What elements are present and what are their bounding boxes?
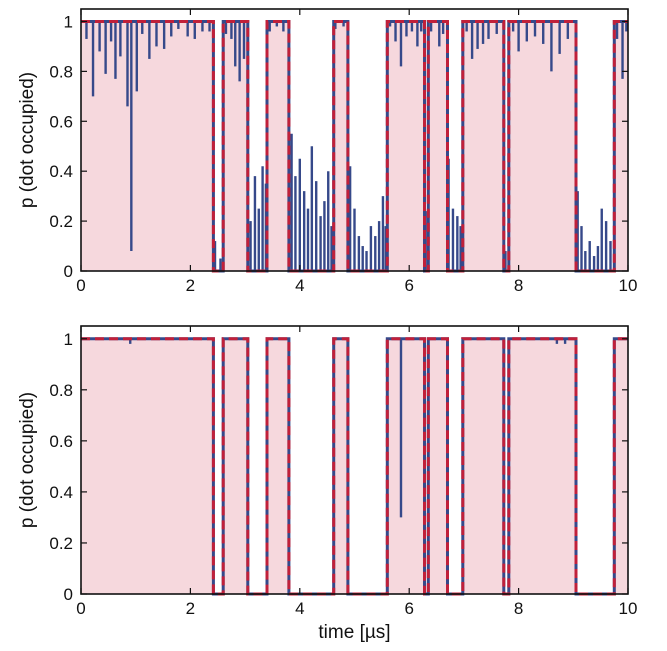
y-tick-label: 0.4 <box>49 162 73 181</box>
plot-frame <box>80 8 629 272</box>
occupied-region <box>614 338 628 594</box>
y-tick-label: 0.6 <box>49 112 73 131</box>
y-tick-label: 0 <box>64 262 73 281</box>
x-tick-label: 8 <box>514 599 523 618</box>
x-tick-label: 6 <box>404 276 413 295</box>
occupied-region <box>508 338 577 594</box>
bottom-panel: 0 2 4 6 8 10 0 0.2 0.4 0.6 0.8 1 p (dot occupied) tim… <box>17 325 638 643</box>
x-tick-label: 2 <box>186 276 195 295</box>
x-tick-label: 0 <box>76 276 85 295</box>
occupied-region <box>266 21 289 271</box>
occupied-region <box>462 21 504 271</box>
occupied-region <box>223 338 248 594</box>
y-tick-label: 0.8 <box>49 62 73 81</box>
x-axis-label: time [µs] <box>318 622 390 643</box>
y-axis-label: p (dot occupied) <box>17 392 38 528</box>
occupied-region <box>333 21 348 271</box>
y-tick-label: 0.4 <box>49 483 73 502</box>
y-tick-label: 0.6 <box>49 432 73 451</box>
x-tick-label: 2 <box>186 599 195 618</box>
y-tick-label: 1 <box>64 330 73 349</box>
y-axis-label: p (dot occupied) <box>17 72 38 208</box>
top-panel: 0 2 4 6 8 10 0 0.2 0.4 0.6 0.8 1 p (dot occupied) <box>17 8 638 295</box>
x-tick-label: 6 <box>404 599 413 618</box>
threshold-line <box>81 337 628 596</box>
occupied-region <box>266 338 289 594</box>
occupied-region <box>428 21 448 271</box>
x-tick-label: 10 <box>619 276 638 295</box>
y-tick-label: 0.8 <box>49 381 73 400</box>
x-tick-label: 4 <box>295 276 304 295</box>
occupied-region <box>387 21 425 271</box>
occupied-region <box>81 338 214 594</box>
y-tick-label: 0 <box>64 585 73 604</box>
occupied-region <box>333 338 348 594</box>
occupied-region <box>462 338 504 594</box>
y-tick-label: 1 <box>64 12 73 31</box>
y-tick-label: 0.2 <box>49 534 73 553</box>
x-tick-label: 4 <box>295 599 304 618</box>
y-tick-label: 0.2 <box>49 212 73 231</box>
x-tick-label: 8 <box>514 276 523 295</box>
occupied-region <box>508 21 577 271</box>
occupied-region <box>387 338 425 594</box>
threshold-line <box>81 20 628 273</box>
occupied-region <box>614 21 628 271</box>
plot-frame <box>80 325 629 595</box>
x-tick-label: 10 <box>619 599 638 618</box>
occupied-region <box>81 21 214 271</box>
occupied-region <box>428 338 448 594</box>
x-tick-label: 0 <box>76 599 85 618</box>
